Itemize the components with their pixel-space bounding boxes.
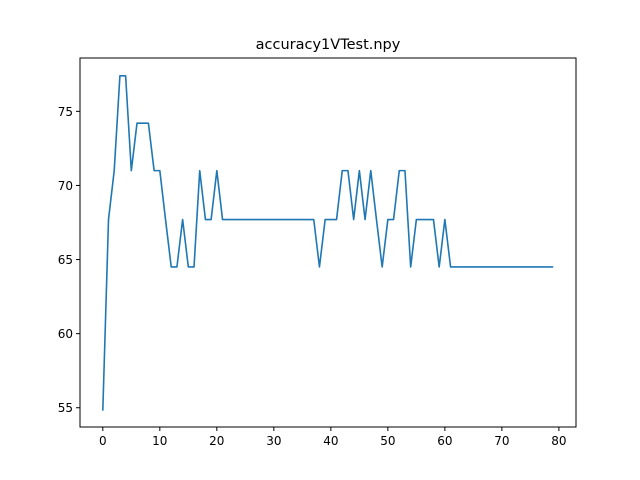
y-tick-label: 55 — [58, 401, 73, 415]
x-tick-label: 20 — [209, 434, 224, 448]
x-tick-label: 50 — [380, 434, 395, 448]
chart-title: accuracy1VTest.npy — [256, 37, 401, 53]
y-tick-label: 70 — [58, 179, 73, 193]
x-tick-label: 70 — [494, 434, 509, 448]
plot-series — [102, 74, 554, 411]
y-tick-label: 75 — [58, 105, 73, 119]
x-tick-label: 80 — [551, 434, 566, 448]
x-tick-label: 30 — [266, 434, 281, 448]
series-line — [102, 74, 554, 411]
plot-frame — [79, 57, 577, 428]
x-tick-label: 10 — [152, 434, 167, 448]
x-tick-label: 60 — [437, 434, 452, 448]
x-axis-ticks: 0 10 20 30 40 50 60 70 80 — [99, 427, 567, 448]
x-tick-label: 40 — [323, 434, 338, 448]
y-tick-label: 60 — [58, 327, 73, 341]
y-axis-ticks: 55 60 65 70 75 — [58, 105, 80, 415]
y-tick-label: 65 — [58, 253, 73, 267]
x-tick-label: 0 — [99, 434, 107, 448]
